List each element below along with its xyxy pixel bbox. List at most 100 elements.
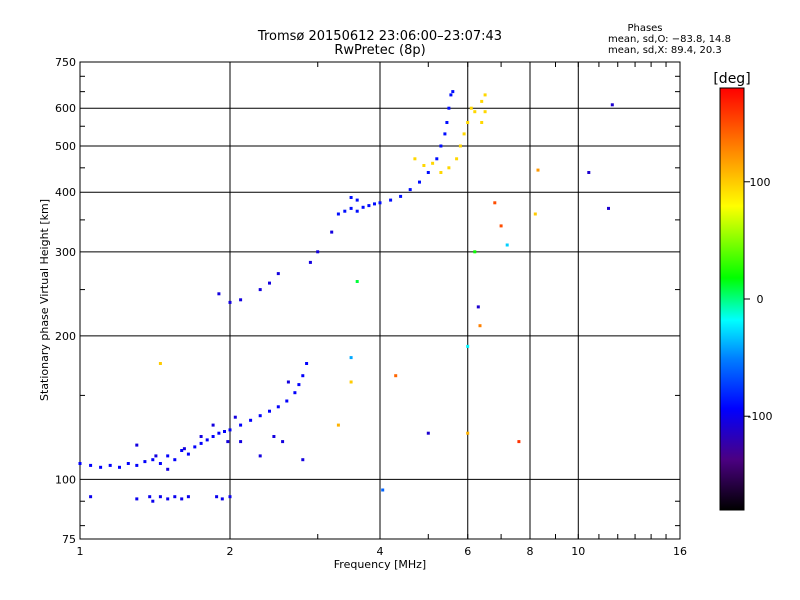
echo-point — [226, 440, 230, 444]
echo-point — [89, 495, 93, 499]
echo-point — [258, 288, 262, 292]
echo-point — [349, 380, 353, 384]
echo-point — [135, 497, 139, 501]
echo-point — [413, 157, 417, 161]
colorbar-tick-label: 100 — [750, 176, 771, 189]
x-tick-label: 16 — [673, 545, 687, 558]
phases-line-x: mean, sd,X: 89.4, 20.3 — [608, 45, 722, 56]
echo-point — [223, 430, 226, 433]
echo-point — [330, 230, 334, 234]
echo-point — [349, 356, 353, 360]
y-tick-label: 300 — [55, 246, 76, 259]
echo-point — [193, 445, 197, 449]
echo-point — [126, 462, 130, 465]
x-tick-label: 4 — [377, 545, 384, 558]
echo-point — [361, 205, 365, 209]
echo-point — [451, 90, 455, 94]
echo-point — [483, 93, 487, 97]
echo-point — [336, 212, 340, 216]
x-tick-label: 2 — [227, 545, 234, 558]
echo-point — [239, 440, 243, 444]
echo-point — [186, 452, 190, 456]
phase-colorbar — [719, 87, 745, 511]
chart-subtitle: RwPretec (8p) — [334, 43, 425, 58]
echo-point — [249, 418, 253, 422]
echo-point — [151, 458, 155, 462]
echo-point — [186, 495, 190, 499]
y-axis-ticks: 75 100 200 300 400 500 600 750 — [55, 56, 680, 546]
echo-point — [180, 449, 184, 452]
echo-point — [217, 292, 221, 296]
y-tick-label: 400 — [55, 186, 76, 199]
y-tick-label: 600 — [55, 102, 76, 115]
echo-point — [349, 206, 353, 210]
echo-point — [408, 188, 412, 192]
echo-point — [301, 374, 305, 378]
x-tick-label: 1 — [77, 545, 84, 558]
echo-point — [148, 495, 152, 499]
echo-point — [268, 409, 271, 413]
echo-point — [158, 462, 162, 465]
echo-point — [89, 463, 93, 467]
echo-point — [118, 465, 121, 469]
echo-point — [308, 260, 312, 264]
echo-point — [469, 106, 473, 110]
echo-point — [272, 435, 276, 438]
echo-point — [276, 405, 280, 409]
echo-point — [205, 438, 209, 442]
echo-point — [480, 99, 484, 103]
echo-point — [505, 243, 509, 247]
echo-point — [158, 495, 162, 499]
echo-point — [343, 209, 347, 213]
echo-point — [166, 454, 170, 458]
echo-point — [151, 499, 155, 503]
echo-point — [439, 171, 443, 174]
echo-point — [239, 423, 243, 427]
echo-point — [158, 362, 162, 365]
echo-point — [447, 166, 451, 170]
echo-point — [422, 164, 426, 167]
echo-point — [389, 198, 393, 202]
echo-point — [143, 460, 147, 464]
colorbar-label: [deg] — [713, 71, 750, 87]
x-tick-label: 8 — [527, 545, 534, 558]
echo-point — [367, 204, 371, 208]
echo-point — [293, 391, 297, 395]
colorbar-tick-label: -100 — [748, 410, 773, 423]
echo-point — [199, 441, 203, 445]
x-axis-label: Frequency [MHz] — [334, 558, 426, 571]
y-tick-label: 750 — [55, 56, 76, 69]
echo-point — [258, 414, 262, 418]
echo-point — [536, 168, 540, 172]
echo-point — [426, 431, 430, 435]
echo-point — [439, 144, 443, 148]
echo-point — [466, 344, 470, 348]
colorbar-tick-label: 0 — [757, 293, 764, 306]
colorbar-ticks: 100 0 -100 — [744, 176, 772, 423]
echo-point — [297, 383, 301, 387]
echo-point — [305, 362, 309, 365]
echo-point — [258, 454, 262, 458]
echo-point — [173, 458, 177, 462]
echo-point — [473, 250, 477, 254]
echo-point — [135, 443, 139, 447]
echo-point — [286, 380, 290, 384]
echo-point — [373, 202, 376, 206]
echo-point — [182, 447, 186, 451]
echo-point — [476, 305, 480, 309]
echo-point — [483, 110, 487, 114]
x-axis-ticks: 1 2 4 6 8 10 16 — [77, 62, 687, 558]
phases-line-o: mean, sd,O: −83.8, 14.8 — [608, 34, 731, 45]
echo-point — [316, 250, 320, 254]
echo-point — [228, 428, 232, 432]
echo-point — [610, 103, 614, 107]
phases-heading: Phases — [627, 23, 662, 34]
echo-point — [480, 121, 484, 124]
grid — [80, 62, 680, 539]
echo-point — [493, 201, 497, 205]
echo-point — [166, 497, 170, 501]
echo-point — [431, 161, 435, 165]
echo-point — [378, 201, 382, 205]
echo-point — [355, 280, 359, 283]
